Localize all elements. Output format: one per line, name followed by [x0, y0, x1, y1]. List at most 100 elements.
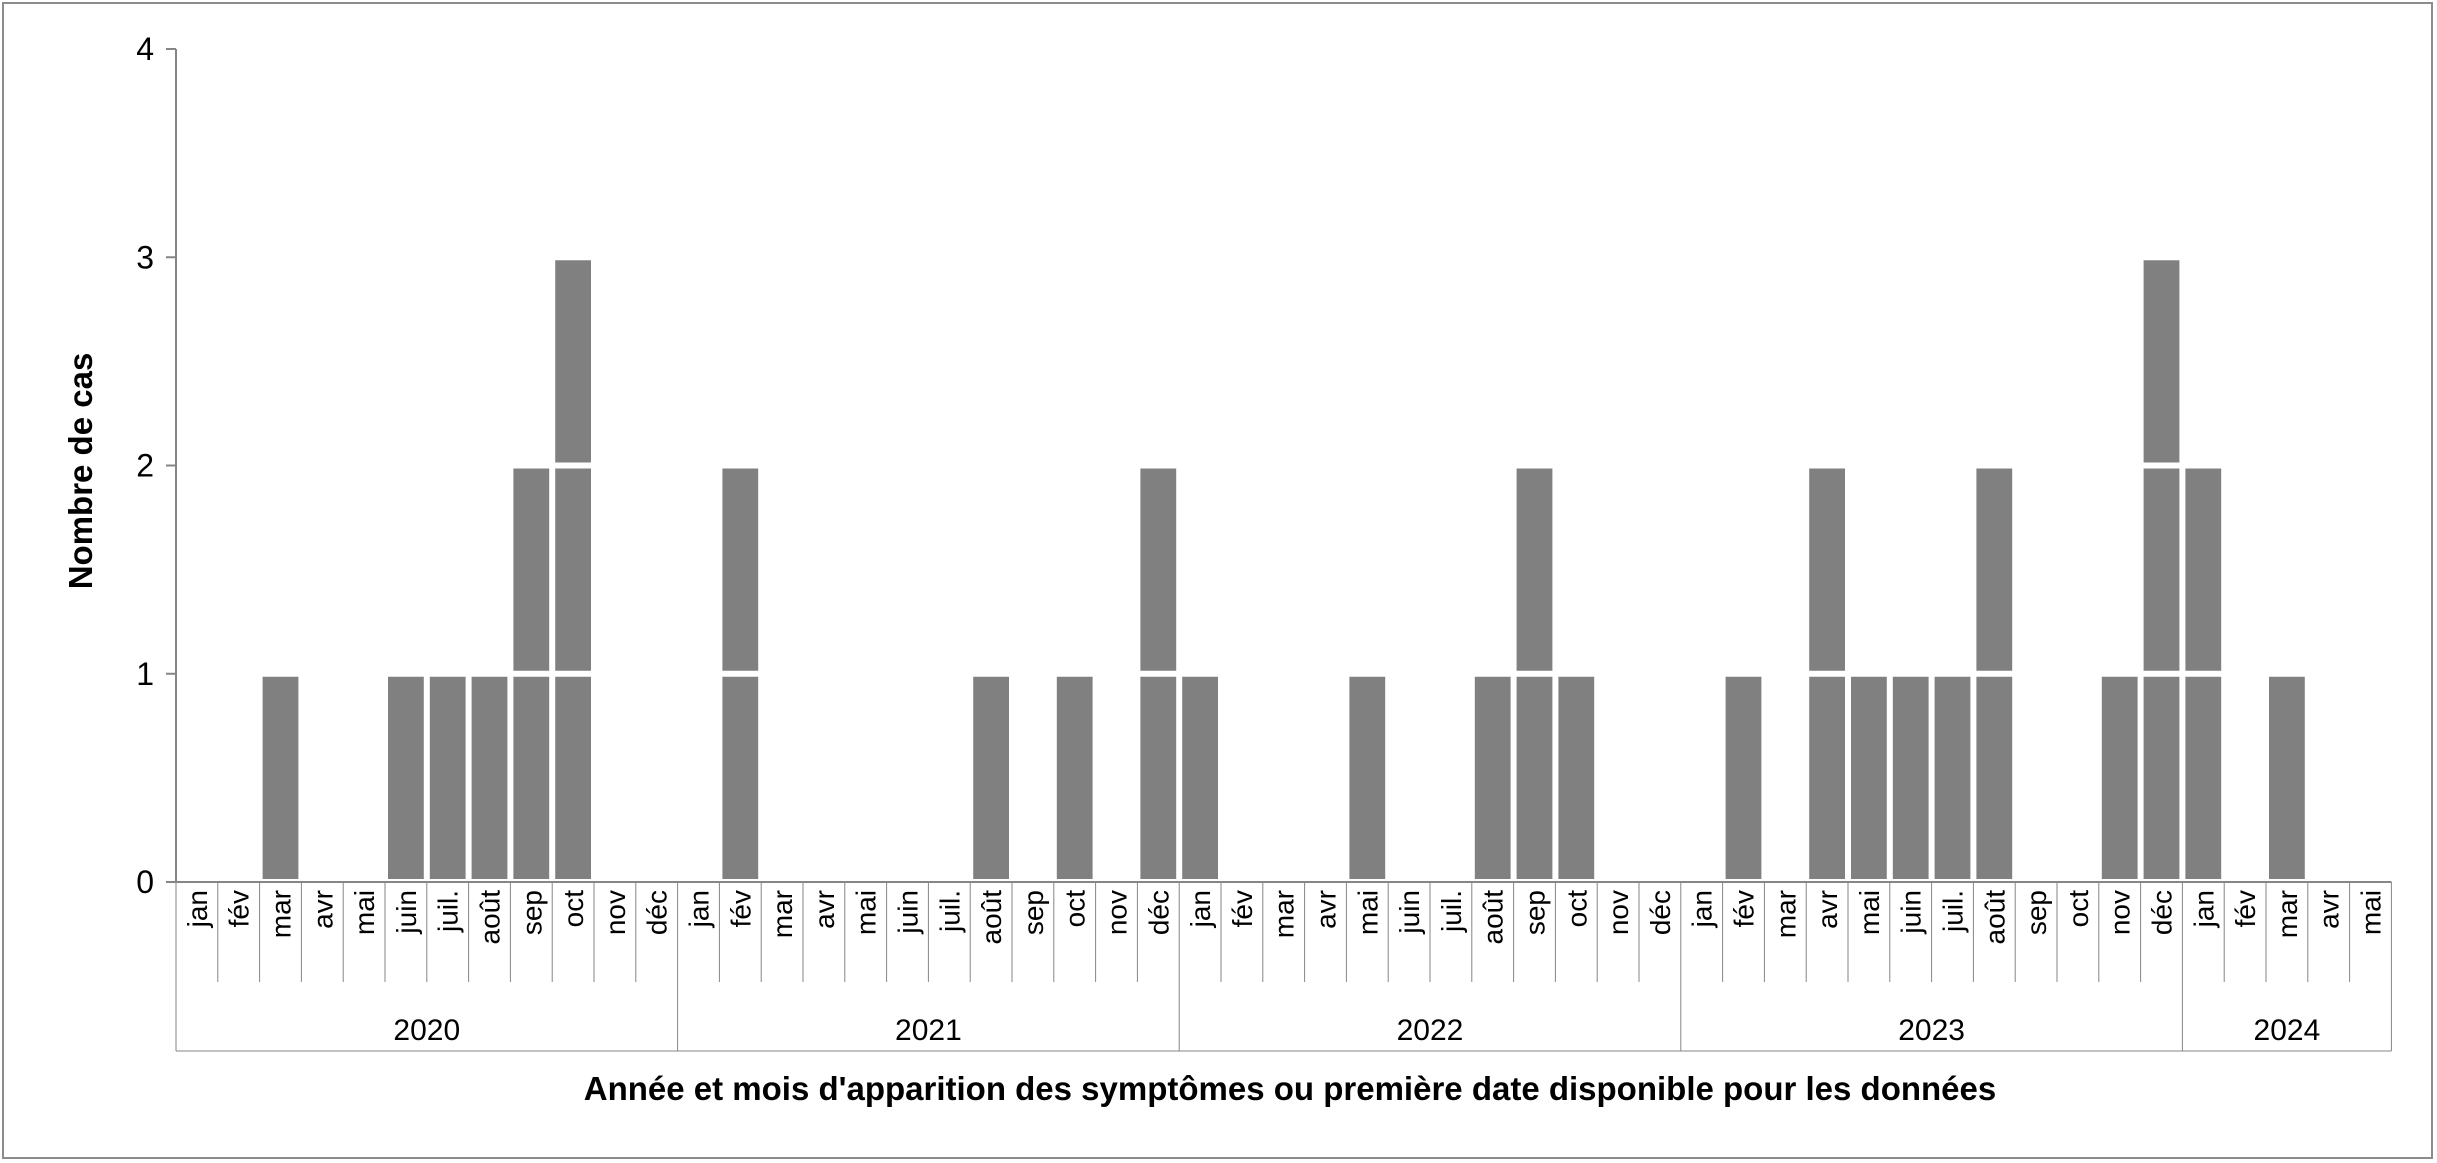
- bar-block: [468, 673, 511, 882]
- y-tick-label: 0: [136, 864, 154, 900]
- bar-block: [552, 257, 595, 466]
- bar-31: [1471, 673, 1514, 882]
- x-tick-label: nov: [2105, 890, 2136, 935]
- bar-2: [259, 673, 302, 882]
- bar-block: [385, 673, 427, 882]
- x-tick-label: nov: [1102, 890, 1133, 935]
- x-tick-label: avr: [307, 890, 338, 929]
- bar-block: [1513, 465, 1556, 674]
- x-tick-label: avr: [2314, 890, 2345, 929]
- bar-block: [1722, 673, 1765, 882]
- bar-block: [719, 465, 762, 674]
- bar-block: [1973, 465, 2016, 674]
- bar-43: [1973, 465, 2016, 882]
- y-axis-title: Nombre de cas: [62, 353, 99, 590]
- bar-block: [1889, 673, 1932, 882]
- bar-33: [1555, 673, 1598, 882]
- x-tick-label: juin: [1394, 890, 1425, 935]
- x-tick-label: oct: [1561, 890, 1592, 928]
- bar-block: [1848, 673, 1890, 882]
- bar-24: [1179, 673, 1221, 882]
- bar-block: [552, 465, 595, 674]
- x-tick-label: jan: [684, 890, 715, 928]
- x-tick-label: juin: [391, 890, 422, 935]
- x-ticks-group: jan fév mar avr mai juin juil. août sep oct nov déc…: [175, 882, 2392, 982]
- bar-5: [385, 673, 427, 882]
- bar-block: [719, 673, 762, 882]
- x-tick-label: oct: [1060, 890, 1091, 928]
- x-tick-label: déc: [2147, 890, 2178, 935]
- x-tick-label: jan: [2188, 890, 2219, 928]
- x-tick-label: mai: [1352, 890, 1383, 935]
- bar-23: [1137, 465, 1180, 882]
- x-tick-label: août: [1979, 890, 2010, 945]
- x-tick-label: fév: [1227, 890, 1258, 927]
- x-tick-label: avr: [1311, 890, 1342, 929]
- bar-block: [1137, 465, 1180, 674]
- year-label-2024: 2024: [2254, 1014, 2321, 1047]
- bar-13: [719, 465, 762, 882]
- x-tick-label: déc: [642, 890, 673, 935]
- bar-47: [2140, 257, 2183, 882]
- bars-group: [259, 257, 2308, 882]
- bar-7: [468, 673, 511, 882]
- y-ticks-group: 0 1 2 3 4: [136, 31, 176, 900]
- x-tick-label: fév: [224, 890, 255, 927]
- x-tick-label: jan: [1185, 890, 1216, 928]
- bar-block: [1471, 673, 1514, 882]
- x-tick-label: sep: [516, 890, 547, 935]
- x-tick-label: déc: [1645, 890, 1676, 935]
- x-tick-label: août: [475, 890, 506, 945]
- bar-block: [1973, 673, 2016, 882]
- x-tick-label: juin: [893, 890, 924, 935]
- x-tick-label: sep: [1520, 890, 1551, 935]
- bar-block: [510, 465, 553, 674]
- x-tick-label: mai: [349, 890, 380, 935]
- bar-28: [1346, 673, 1389, 882]
- bar-39: [1806, 465, 1848, 882]
- x-tick-label: mai: [851, 890, 882, 935]
- year-label-2020: 2020: [393, 1014, 460, 1047]
- bar-block: [1513, 673, 1556, 882]
- y-tick-label: 3: [136, 239, 154, 275]
- x-tick-label: juil.: [1436, 890, 1467, 933]
- bar-19: [970, 673, 1013, 882]
- bar-9: [552, 257, 595, 882]
- x-tick-label: mar: [767, 890, 798, 938]
- x-tick-label: mar: [1770, 890, 1801, 938]
- x-tick-label: juil.: [934, 890, 965, 933]
- bar-block: [510, 673, 553, 882]
- x-tick-label: nov: [1603, 890, 1634, 935]
- bar-8: [510, 465, 553, 882]
- bar-6: [426, 673, 469, 882]
- x-tick-label: sep: [1018, 890, 1049, 935]
- x-tick-label: oct: [558, 890, 589, 928]
- x-tick-label: août: [1478, 890, 1509, 945]
- bar-block: [2140, 673, 2183, 882]
- y-tick-label: 2: [136, 448, 154, 484]
- bar-block: [552, 673, 595, 882]
- x-tick-label: jan: [182, 890, 213, 928]
- bar-block: [970, 673, 1013, 882]
- bar-block: [2182, 673, 2225, 882]
- bar-block: [1053, 673, 1096, 882]
- x-tick-label: mar: [2272, 890, 2303, 938]
- bar-37: [1722, 673, 1765, 882]
- bar-21: [1053, 673, 1096, 882]
- bar-block: [2140, 257, 2183, 466]
- bar-block: [1806, 673, 1848, 882]
- bar-block: [1555, 673, 1598, 882]
- x-tick-label: avr: [809, 890, 840, 929]
- x-tick-label: nov: [600, 890, 631, 935]
- bar-block: [1137, 673, 1180, 882]
- bar-48: [2182, 465, 2225, 882]
- bar-block: [2182, 465, 2225, 674]
- x-tick-label: mar: [266, 890, 297, 938]
- x-tick-label: mai: [1854, 890, 1885, 935]
- bar-block: [1179, 673, 1221, 882]
- year-label-2023: 2023: [1898, 1014, 1965, 1047]
- bar-block: [1346, 673, 1389, 882]
- bar-block: [426, 673, 469, 882]
- x-tick-label: août: [976, 890, 1007, 945]
